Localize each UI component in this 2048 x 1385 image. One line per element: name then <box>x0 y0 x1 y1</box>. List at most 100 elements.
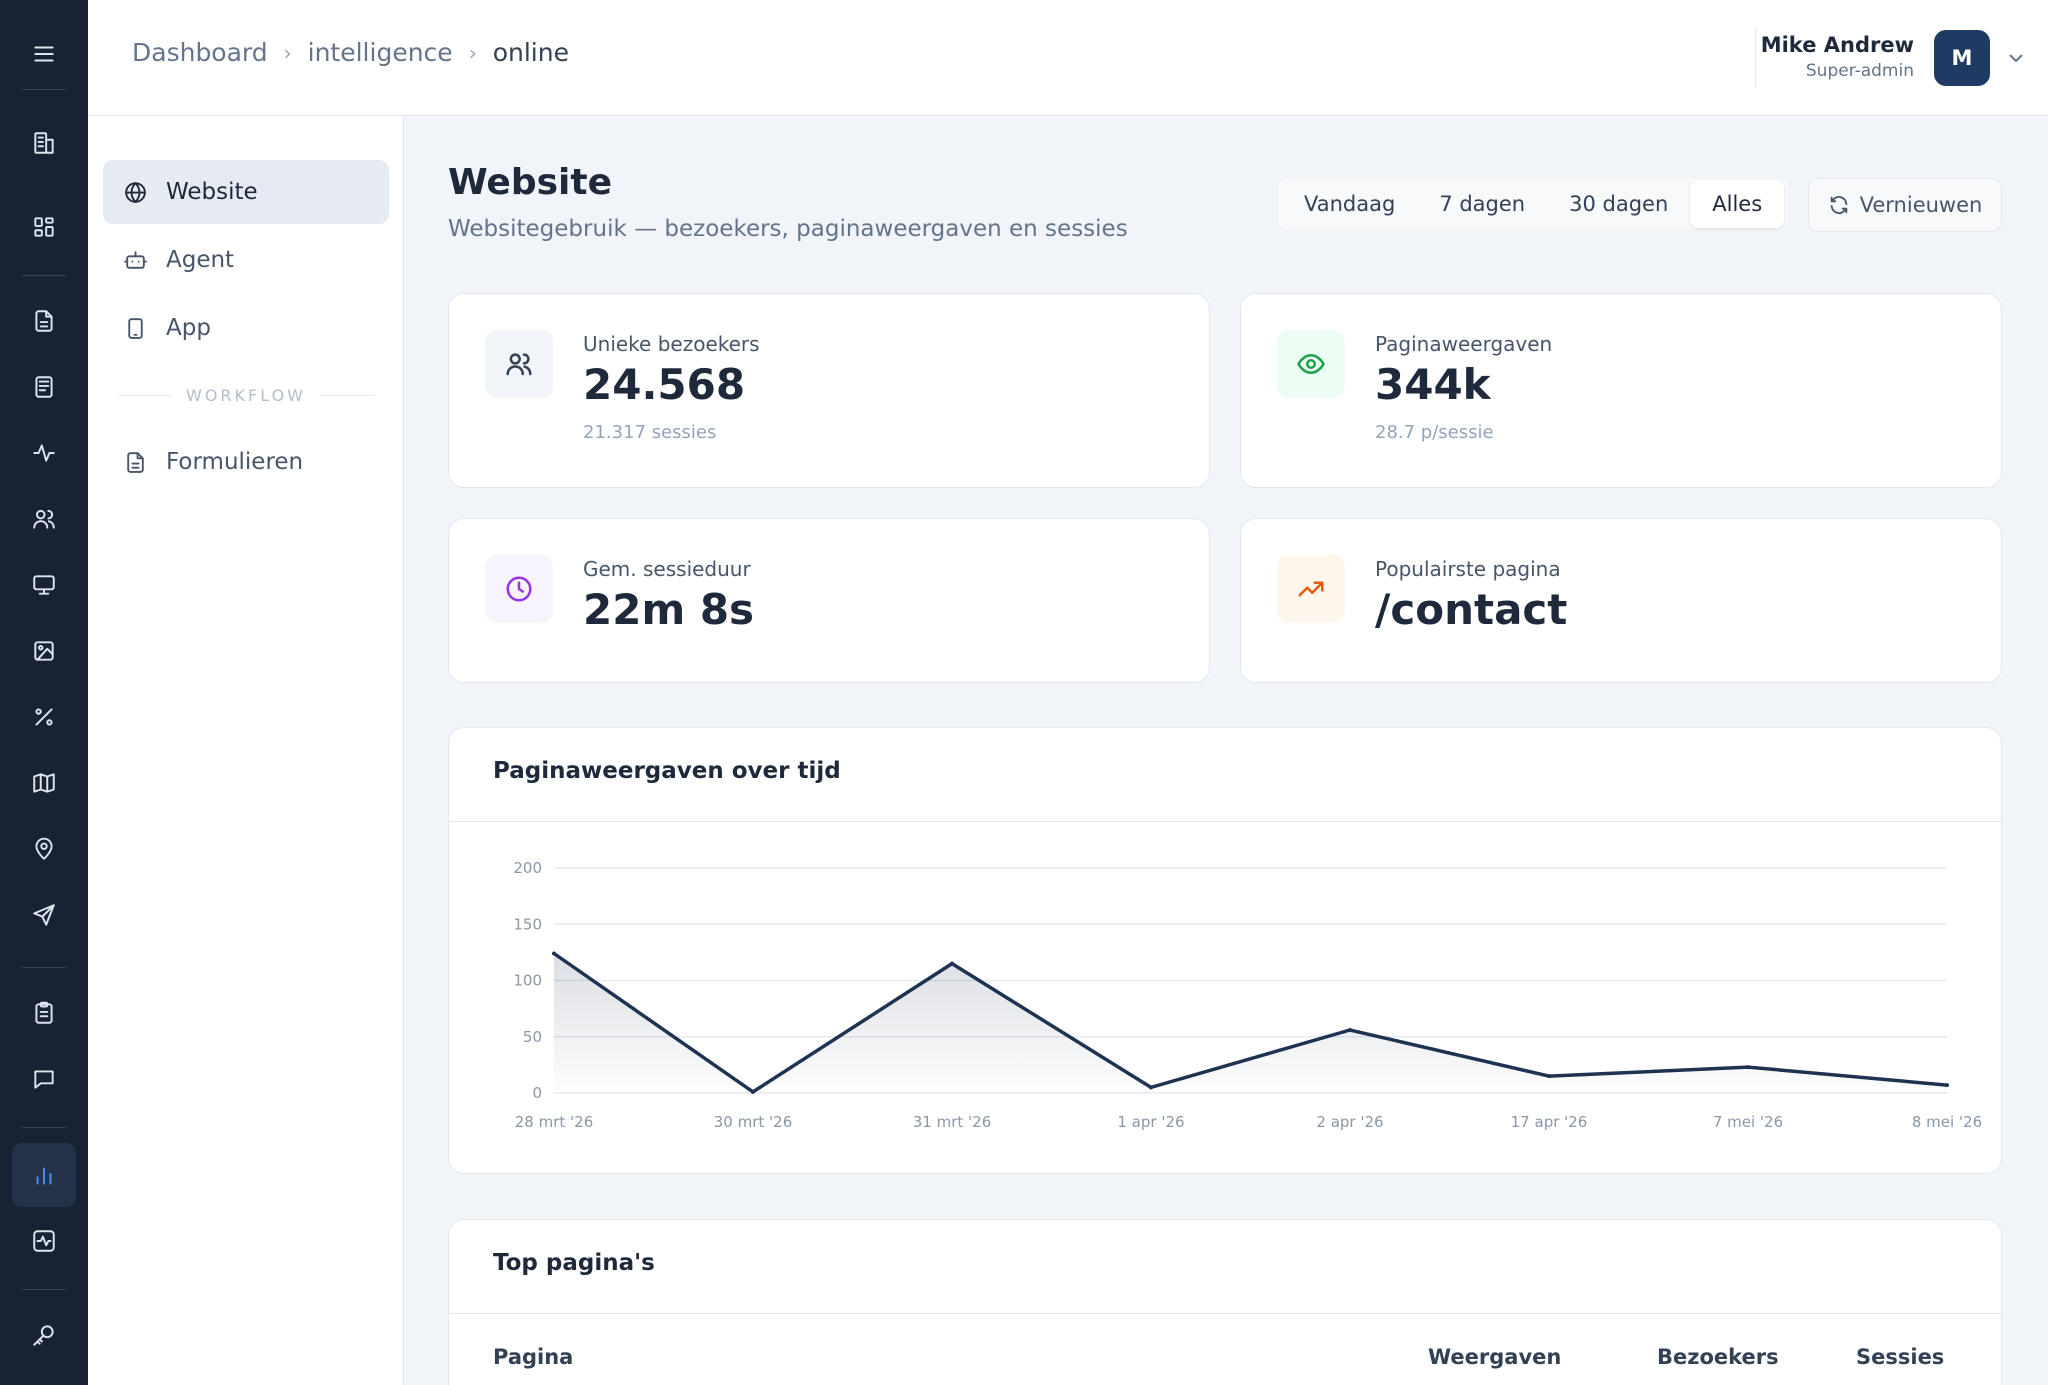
y-tick-label: 0 <box>532 1084 542 1102</box>
stat-value: 344k <box>1375 360 1491 409</box>
subnav-item-formulieren[interactable]: Formulieren <box>103 430 389 494</box>
stat-label: Paginaweergaven <box>1375 332 1553 356</box>
form-icon <box>127 451 144 473</box>
stat-subtext: 28.7 p/sessie <box>1375 422 1494 443</box>
x-tick-label: 8 mei '26 <box>1912 1113 1982 1131</box>
chart-card-header: Paginaweergaven over tijd <box>449 728 2001 822</box>
x-tick-label: 28 mrt '26 <box>515 1113 594 1131</box>
pulse-square-icon[interactable] <box>12 1209 76 1273</box>
column-header-sessies[interactable]: Sessies <box>1856 1345 1945 1369</box>
data-point <box>1945 1083 1949 1088</box>
refresh-button[interactable]: Vernieuwen <box>1808 178 2002 232</box>
chevron-down-icon[interactable] <box>2004 46 2028 70</box>
clock-icon <box>485 555 553 623</box>
refresh-icon <box>1830 196 1847 214</box>
icon-rail <box>0 0 88 1385</box>
y-tick-label: 50 <box>523 1028 542 1046</box>
stat-card-popular-page: Populairste pagina /contact <box>1240 518 2002 683</box>
stat-value: 22m 8s <box>583 585 755 634</box>
data-point <box>1348 1028 1352 1032</box>
stat-value: /contact <box>1375 585 1568 634</box>
series-line <box>553 952 1948 1094</box>
chevron-right-icon: › <box>468 40 477 65</box>
stat-label: Gem. sessieduur <box>583 557 751 581</box>
subnav-item-label: App <box>166 315 211 341</box>
column-header-bezoekers[interactable]: Bezoekers <box>1657 1345 1779 1369</box>
subnav-item-label: Formulieren <box>166 449 304 475</box>
subnav-item-app[interactable]: App <box>103 296 389 360</box>
data-point <box>1149 1085 1153 1090</box>
message-icon[interactable] <box>12 1047 76 1111</box>
page-title: Website <box>448 162 613 203</box>
activity-icon[interactable] <box>12 421 76 485</box>
y-tick-label: 100 <box>513 972 542 990</box>
table-title: Top pagina's <box>493 1250 655 1276</box>
stat-card-session-duration: Gem. sessieduur 22m 8s <box>448 518 1210 683</box>
smartphone-icon <box>128 317 143 339</box>
subnav-item-website[interactable]: Website <box>103 160 389 224</box>
stat-subtext: 21.317 sessies <box>583 422 717 443</box>
chevron-right-icon: › <box>283 40 292 65</box>
pageviews-chart: 0 50 100 150 200 28 mrt '26 30 mrt '26 31 mrt '… <box>513 859 1982 1131</box>
page-subtitle: Websitegebruik — bezoekers, paginaweerga… <box>448 216 1128 242</box>
column-header-pagina[interactable]: Pagina <box>493 1345 574 1369</box>
refresh-label: Vernieuwen <box>1859 193 1983 217</box>
x-tick-label: 30 mrt '26 <box>714 1113 793 1131</box>
image-icon[interactable] <box>12 619 76 683</box>
menu-icon[interactable] <box>12 22 76 86</box>
document-icon[interactable] <box>12 289 76 353</box>
range-today-button[interactable]: Vandaag <box>1304 192 1396 216</box>
chart-card-pageviews: Paginaweergaven over tijd 0 50 100 150 200 28… <box>448 727 2002 1174</box>
map-icon[interactable] <box>12 751 76 815</box>
breadcrumb-dashboard[interactable]: Dashboard <box>132 38 268 67</box>
subnav-item-agent[interactable]: Agent <box>103 228 389 292</box>
x-tick-label: 1 apr '26 <box>1117 1113 1184 1131</box>
sub-navigation: Website Agent App WORKFLOW Formulieren <box>88 116 404 1385</box>
x-tick-label: 2 apr '26 <box>1316 1113 1383 1131</box>
user-role: Super-admin <box>1805 61 1914 81</box>
section-label: WORKFLOW <box>186 386 306 405</box>
building-icon[interactable] <box>12 111 76 175</box>
x-tick-label: 7 mei '26 <box>1713 1113 1783 1131</box>
data-point <box>552 951 556 956</box>
data-point <box>950 961 954 966</box>
x-tick-label: 31 mrt '26 <box>913 1113 992 1131</box>
section-divider-workflow: WORKFLOW <box>118 386 375 405</box>
y-tick-label: 200 <box>513 859 542 877</box>
table-card-header: Top pagina's <box>449 1220 2001 1314</box>
grid-icon[interactable] <box>12 195 76 259</box>
data-point <box>1547 1074 1551 1079</box>
monitor-icon[interactable] <box>12 553 76 617</box>
data-point <box>751 1089 755 1094</box>
send-icon[interactable] <box>12 883 76 947</box>
users-icon <box>485 330 553 398</box>
breadcrumb-online: online <box>492 38 569 67</box>
newspaper-icon[interactable] <box>12 355 76 419</box>
user-name: Mike Andrew <box>1760 33 1914 57</box>
breadcrumb-intelligence[interactable]: intelligence <box>307 38 453 67</box>
users-icon[interactable] <box>12 487 76 551</box>
subnav-item-label: Website <box>166 179 258 205</box>
y-tick-label: 150 <box>513 915 542 933</box>
trending-up-icon <box>1277 555 1345 623</box>
range-all-button[interactable]: Alles <box>1690 180 1785 228</box>
breadcrumb: Dashboard › intelligence › online <box>132 38 569 67</box>
avatar[interactable]: M <box>1934 30 1990 86</box>
table-card-top-pages: Top pagina's <box>448 1219 2002 1385</box>
range-30-days-button[interactable]: 30 dagen <box>1569 192 1669 216</box>
key-icon[interactable] <box>12 1303 76 1367</box>
column-header-weergaven[interactable]: Weergaven <box>1428 1345 1562 1369</box>
x-tick-label: 17 apr '26 <box>1511 1113 1588 1131</box>
top-bar: Dashboard › intelligence › online Mike A… <box>88 0 2048 116</box>
stat-card-visitors: Unieke bezoekers 24.568 21.317 sessies <box>448 293 1210 488</box>
bot-icon <box>124 250 147 269</box>
stat-label: Populairste pagina <box>1375 557 1561 581</box>
map-pin-icon[interactable] <box>12 817 76 881</box>
series-area <box>554 953 1947 1093</box>
bar-chart-icon[interactable] <box>12 1143 76 1207</box>
percent-icon[interactable] <box>12 685 76 749</box>
clipboard-icon[interactable] <box>12 981 76 1045</box>
date-range-selector: Vandaag 7 dagen 30 dagen Alles <box>1278 178 1789 230</box>
stat-label: Unieke bezoekers <box>583 332 760 356</box>
range-7-days-button[interactable]: 7 dagen <box>1439 192 1526 216</box>
